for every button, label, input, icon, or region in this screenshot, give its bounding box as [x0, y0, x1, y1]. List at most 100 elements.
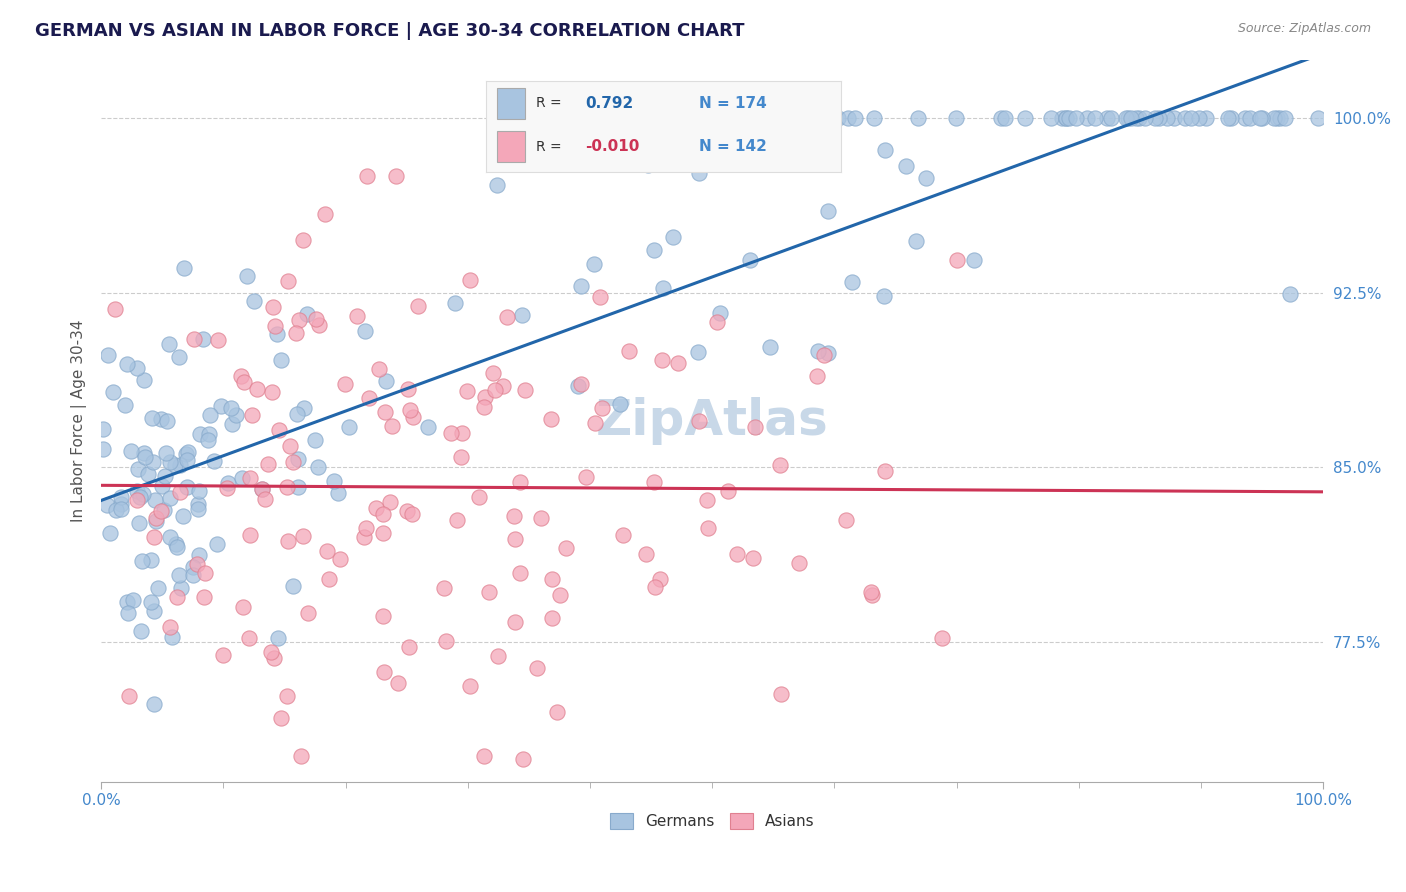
- Point: [1249, 111, 1271, 125]
- Point: [166, 590, 188, 604]
- Point: [270, 711, 292, 725]
- Point: [115, 357, 138, 371]
- Point: [264, 319, 287, 334]
- Point: [406, 299, 429, 313]
- Point: [287, 480, 309, 494]
- Point: [651, 281, 673, 295]
- Point: [1116, 111, 1139, 125]
- Point: [378, 495, 401, 509]
- Point: [1128, 111, 1150, 125]
- Point: [1084, 111, 1107, 125]
- Point: [688, 166, 710, 180]
- Point: [127, 462, 149, 476]
- Point: [440, 426, 463, 441]
- Point: [132, 373, 155, 387]
- Point: [387, 676, 409, 690]
- Point: [117, 606, 139, 620]
- Point: [373, 609, 395, 624]
- Point: [617, 344, 640, 359]
- Point: [696, 493, 718, 508]
- Point: [353, 325, 375, 339]
- Point: [530, 511, 553, 525]
- Point: [297, 606, 319, 620]
- Point: [591, 401, 613, 416]
- Point: [125, 493, 148, 508]
- Point: [643, 244, 665, 258]
- Point: [239, 471, 262, 485]
- Point: [221, 401, 243, 415]
- Point: [575, 470, 598, 484]
- Point: [292, 401, 315, 416]
- Point: [770, 687, 793, 701]
- Point: [329, 551, 352, 566]
- Point: [444, 295, 467, 310]
- Point: [142, 455, 165, 469]
- Point: [1219, 111, 1241, 125]
- Point: [609, 397, 631, 411]
- Point: [211, 400, 233, 414]
- Point: [860, 588, 883, 602]
- Point: [484, 384, 506, 398]
- Point: [232, 376, 254, 390]
- Point: [491, 379, 513, 393]
- Point: [162, 630, 184, 644]
- Point: [582, 257, 605, 271]
- Point: [120, 444, 142, 458]
- Point: [128, 516, 150, 531]
- Point: [399, 403, 422, 417]
- Point: [373, 508, 395, 522]
- Point: [1279, 286, 1302, 301]
- Point: [1263, 111, 1285, 125]
- Point: [945, 252, 967, 267]
- Point: [110, 501, 132, 516]
- Point: [589, 290, 612, 304]
- Point: [725, 548, 748, 562]
- Point: [125, 361, 148, 376]
- Point: [450, 450, 472, 465]
- Point: [503, 509, 526, 524]
- Point: [478, 585, 501, 599]
- Point: [337, 420, 360, 434]
- Point: [688, 414, 710, 428]
- Point: [1174, 111, 1197, 125]
- Point: [217, 476, 239, 491]
- Point: [323, 474, 346, 488]
- Point: [127, 484, 149, 499]
- Point: [197, 433, 219, 447]
- Text: ZipAtlas: ZipAtlas: [596, 397, 828, 444]
- Point: [688, 344, 710, 359]
- Point: [512, 752, 534, 766]
- Point: [769, 458, 792, 473]
- Point: [1147, 111, 1170, 125]
- Point: [1099, 111, 1122, 125]
- Point: [353, 530, 375, 544]
- Point: [169, 350, 191, 364]
- Legend: Germans, Asians: Germans, Asians: [603, 807, 821, 836]
- Point: [709, 306, 731, 320]
- Point: [197, 427, 219, 442]
- Point: [863, 111, 886, 125]
- Point: [129, 624, 152, 639]
- Point: [181, 568, 204, 582]
- Point: [738, 253, 761, 268]
- Point: [281, 455, 304, 469]
- Point: [131, 554, 153, 568]
- Point: [512, 308, 534, 322]
- Point: [139, 553, 162, 567]
- Point: [1265, 111, 1288, 125]
- Point: [662, 229, 685, 244]
- Point: [287, 452, 309, 467]
- Point: [205, 537, 228, 551]
- Point: [236, 268, 259, 283]
- Point: [326, 485, 349, 500]
- Point: [333, 376, 356, 391]
- Point: [150, 503, 173, 517]
- Point: [143, 493, 166, 508]
- Point: [416, 419, 439, 434]
- Point: [132, 487, 155, 501]
- Point: [290, 748, 312, 763]
- Point: [396, 382, 419, 396]
- Point: [142, 604, 165, 618]
- Point: [1216, 111, 1239, 125]
- Point: [266, 631, 288, 645]
